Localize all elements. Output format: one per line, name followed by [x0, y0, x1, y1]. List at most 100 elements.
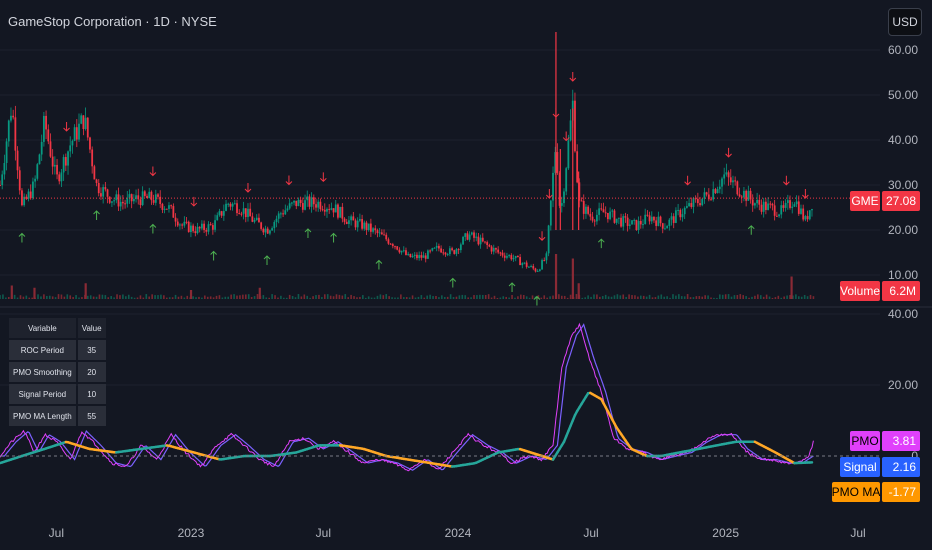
volume-bar — [89, 295, 92, 299]
volume-bar — [326, 294, 329, 299]
buy-arrow-icon — [508, 282, 516, 292]
candle-body — [12, 115, 15, 118]
volume-bar — [318, 294, 320, 299]
sell-arrow-icon — [684, 175, 691, 186]
candle-body — [117, 194, 120, 207]
candle-body — [635, 219, 638, 230]
volume-bar — [490, 297, 493, 299]
candle-body — [279, 213, 282, 215]
currency-button[interactable]: USD — [888, 8, 922, 36]
candle-body — [102, 187, 105, 197]
indicator-tick-label: 0 — [911, 449, 918, 463]
volume-bar — [716, 297, 718, 299]
candle-body — [194, 231, 197, 234]
volume-bar — [663, 296, 666, 299]
volume-value-label: 6.2M — [889, 284, 916, 298]
pmo-value-label: 3.81 — [893, 434, 917, 448]
candle-body — [769, 203, 772, 205]
signal-value-badge — [882, 457, 920, 477]
candle-body — [725, 172, 728, 175]
candle-body — [161, 203, 164, 210]
candle-body — [617, 217, 620, 219]
price-axis[interactable]: 60.00 50.00 40.00 30.00 20.00 10.00 — [888, 43, 918, 282]
volume-bar — [151, 294, 153, 299]
volume-bar — [250, 297, 253, 299]
candle-body — [411, 255, 414, 258]
candle-body — [163, 208, 166, 210]
candle-body — [369, 223, 372, 232]
volume-bar — [230, 294, 232, 299]
pmo-name-badge — [850, 431, 880, 451]
volume-bar — [502, 296, 505, 299]
table-cell: 35 — [77, 340, 106, 360]
candle-body — [106, 189, 109, 197]
volume-bar — [154, 295, 156, 299]
candle-body — [806, 216, 809, 220]
volume-bar — [75, 295, 77, 299]
volume-bar — [110, 296, 112, 299]
candle-body — [589, 213, 592, 217]
volume-bar — [587, 295, 589, 299]
candle-body — [558, 172, 561, 206]
candle-body — [517, 255, 519, 258]
candle-body — [804, 216, 807, 220]
candle-body — [23, 196, 26, 206]
table-header-cell: Variable — [9, 318, 76, 338]
candle-body — [405, 250, 407, 255]
candle-body — [203, 223, 205, 230]
candle-body — [435, 245, 438, 248]
candle-body — [582, 201, 585, 214]
candle-body — [525, 262, 528, 267]
volume-bar — [57, 294, 60, 299]
candle-body — [538, 269, 541, 271]
volume-bar — [204, 295, 206, 299]
candle-body — [299, 199, 302, 204]
volume-bar — [449, 294, 452, 299]
volume-bar — [133, 297, 136, 299]
indicator-axis[interactable]: 40.00 20.00 0 — [888, 307, 918, 463]
volume-bar — [803, 295, 806, 299]
volume-bar — [517, 296, 519, 299]
volume-bar — [72, 297, 74, 299]
candle-body — [598, 208, 601, 215]
volume-bar — [388, 296, 390, 299]
candle-body — [587, 206, 590, 214]
volume-bar — [48, 295, 51, 299]
candle-body — [556, 152, 559, 173]
candle-body — [172, 206, 175, 218]
candle-body — [262, 228, 265, 233]
volume-bar — [683, 296, 686, 299]
time-axis[interactable]: Jul 2023 Jul 2024 Jul 2025 Jul — [49, 526, 866, 540]
buy-arrow-icon — [533, 295, 541, 306]
volume-bar — [484, 294, 487, 299]
volume-bar — [654, 297, 657, 299]
volume-bar — [116, 294, 118, 299]
volume-bar — [432, 296, 434, 299]
sell-arrow-icon — [285, 175, 293, 186]
sell-arrow-icon — [725, 147, 732, 158]
candle-body — [596, 214, 598, 222]
candle-body — [427, 250, 429, 259]
candle-body — [286, 208, 289, 211]
candle-body — [345, 221, 348, 225]
candle-body — [565, 168, 568, 192]
buy-arrow-icon — [597, 238, 605, 249]
volume-bar — [798, 296, 800, 299]
volume-bar — [244, 294, 247, 299]
volume-bar — [511, 294, 513, 299]
candle-body — [670, 216, 673, 220]
candle-body — [284, 210, 287, 215]
candle-body — [495, 248, 497, 250]
candle-body — [16, 150, 19, 171]
candle-body — [260, 222, 263, 229]
volume-bar — [577, 283, 580, 299]
candle-body — [396, 246, 399, 250]
candle-body — [181, 224, 184, 226]
volume-bar — [707, 295, 709, 299]
volume-bar — [476, 295, 478, 299]
candle-body — [775, 215, 778, 217]
candle-body — [692, 198, 695, 207]
volume-bar — [446, 296, 449, 299]
candle-body — [593, 220, 596, 222]
